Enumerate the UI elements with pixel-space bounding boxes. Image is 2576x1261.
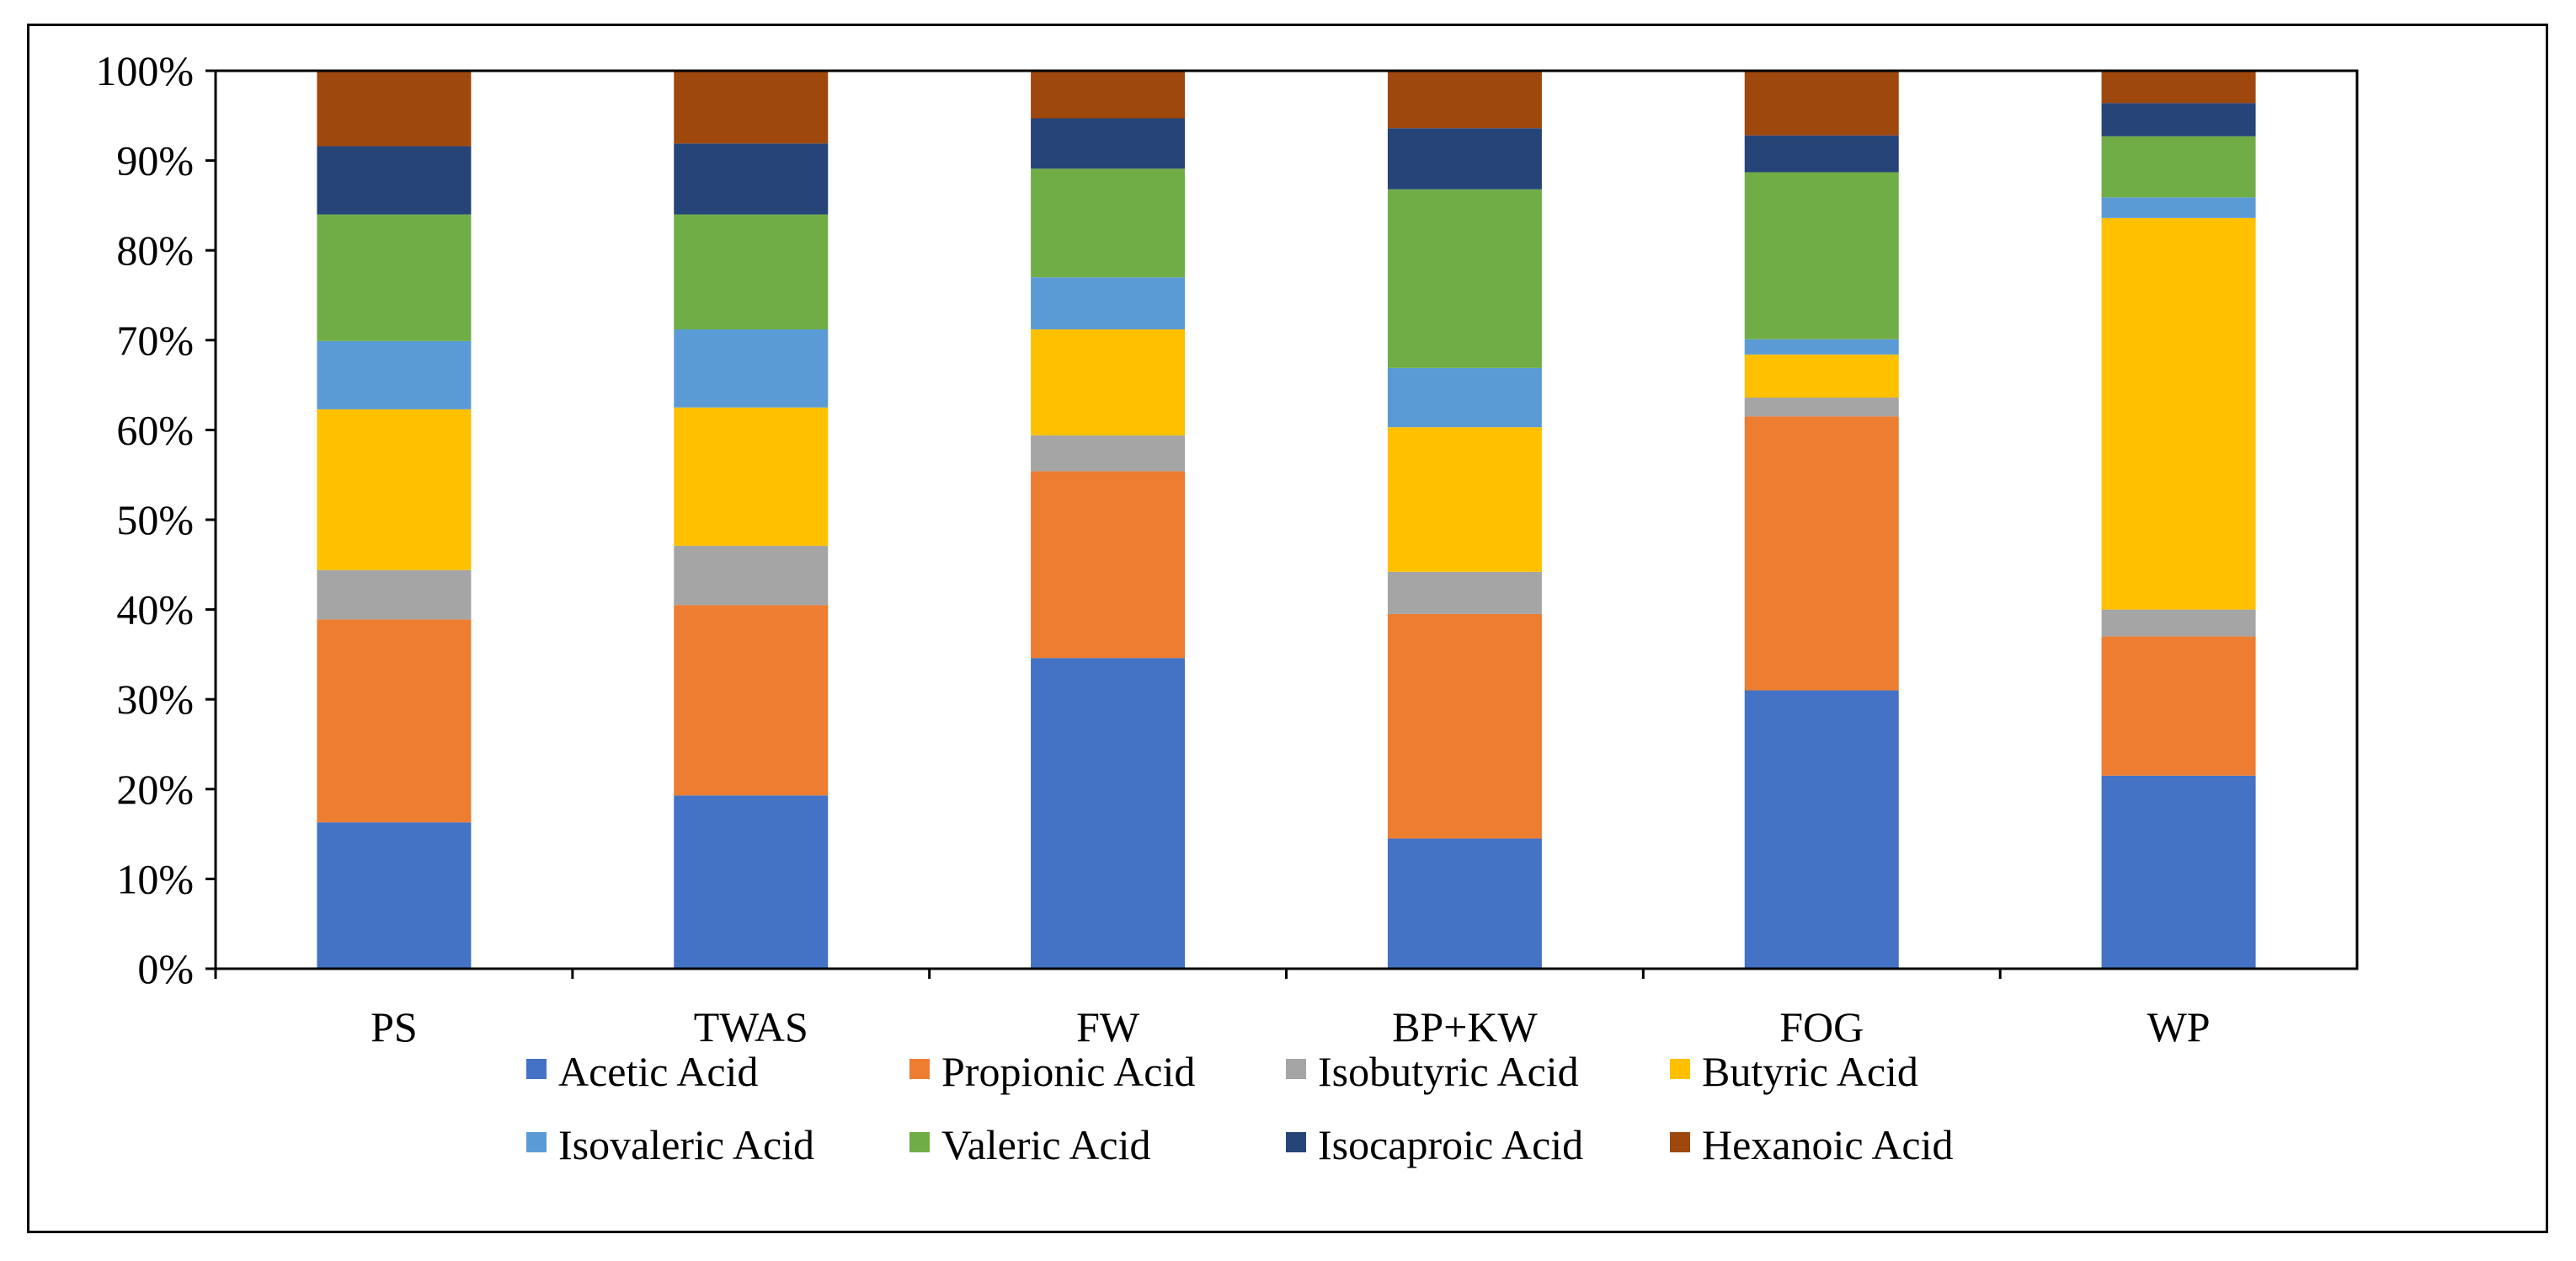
y-tick-label: 70% — [116, 317, 194, 364]
legend-swatch — [909, 1132, 930, 1152]
y-tick-label: 90% — [116, 137, 194, 184]
bar-fw-isovaleric-acid — [1031, 277, 1186, 330]
bar-fw-hexanoic-acid — [1031, 71, 1186, 119]
legend-label: Hexanoic Acid — [1702, 1121, 1954, 1168]
bar-fog-isobutyric-acid — [1744, 398, 1899, 417]
bar-ps-butyric-acid — [317, 409, 472, 570]
bar-fog-valeric-acid — [1744, 172, 1899, 339]
bar-wp-isovaleric-acid — [2101, 197, 2256, 218]
legend-item-hexanoic-acid: Hexanoic Acid — [1670, 1121, 1954, 1168]
bar-fog-isocaproic-acid — [1744, 135, 1899, 173]
bar-fog-hexanoic-acid — [1744, 71, 1899, 136]
bar-bp-kw-isovaleric-acid — [1387, 367, 1542, 428]
bar-ps-hexanoic-acid — [317, 71, 472, 147]
legend-label: Isovaleric Acid — [558, 1121, 814, 1168]
y-tick-label: 30% — [116, 676, 194, 723]
bar-wp-hexanoic-acid — [2101, 71, 2256, 104]
bar-fw-butyric-acid — [1031, 329, 1186, 435]
legend-label: Valeric Acid — [941, 1121, 1151, 1168]
legend-swatch — [1286, 1059, 1306, 1079]
bar-bp-kw-valeric-acid — [1387, 189, 1542, 368]
x-tick-label: PS — [371, 1003, 418, 1050]
bar-fw-valeric-acid — [1031, 168, 1186, 278]
legend-swatch — [526, 1132, 547, 1152]
bar-ps-valeric-acid — [317, 214, 472, 341]
bar-wp-butyric-acid — [2101, 217, 2256, 610]
bar-ps-isobutyric-acid — [317, 569, 472, 620]
x-axis-ticks: PS TWAS FW BP+KW FOG WP — [214, 969, 2211, 1050]
legend-swatch — [526, 1059, 547, 1079]
bar-fog-isovaleric-acid — [1744, 339, 1899, 355]
legend-swatch — [909, 1059, 930, 1079]
bar-wp-acetic-acid — [2101, 775, 2256, 969]
bar-wp-propionic-acid — [2101, 636, 2256, 776]
bar-twas-butyric-acid — [674, 407, 829, 546]
x-tick-label: BP+KW — [1392, 1003, 1538, 1050]
x-tick-label: TWAS — [694, 1003, 808, 1050]
x-tick-label: WP — [2147, 1003, 2211, 1050]
y-tick-label: 50% — [116, 496, 194, 543]
bar-wp-isobutyric-acid — [2101, 609, 2256, 637]
y-tick-label: 80% — [116, 227, 194, 274]
bar-twas-propionic-acid — [674, 605, 829, 796]
bar-bp-kw-isobutyric-acid — [1387, 571, 1542, 614]
bar-fog-acetic-acid — [1744, 690, 1899, 969]
x-tick-label: FW — [1076, 1003, 1140, 1050]
y-tick-label: 40% — [116, 586, 194, 633]
legend-item-isocaproic-acid: Isocaproic Acid — [1286, 1121, 1583, 1168]
bar-bp-kw-isocaproic-acid — [1387, 128, 1542, 190]
plot-area-border — [214, 69, 2359, 970]
bars — [317, 71, 2256, 969]
legend-item-butyric-acid: Butyric Acid — [1670, 1048, 1918, 1095]
stacked-bar-chart: 0% 10% 20% 30% 40% 50% 60% 70% 80% 90% 100% PS TWAS… — [95, 47, 2359, 1168]
bar-fw-isobutyric-acid — [1031, 435, 1186, 472]
legend-item-isobutyric-acid: Isobutyric Acid — [1286, 1048, 1579, 1095]
bar-fog-butyric-acid — [1744, 354, 1899, 398]
x-tick-label: FOG — [1779, 1003, 1864, 1050]
y-tick-label: 100% — [95, 47, 194, 94]
legend-label: Butyric Acid — [1702, 1048, 1918, 1095]
bar-twas-acetic-acid — [674, 795, 829, 969]
legend-label: Propionic Acid — [941, 1048, 1195, 1095]
y-tick-label: 10% — [116, 855, 194, 902]
bar-twas-isocaproic-acid — [674, 143, 829, 215]
chart-frame: 0% 10% 20% 30% 40% 50% 60% 70% 80% 90% 100% PS TWAS… — [27, 24, 2548, 1233]
bar-bp-kw-acetic-acid — [1387, 838, 1542, 969]
y-tick-label: 20% — [116, 766, 194, 813]
legend-label: Isocaproic Acid — [1318, 1121, 1583, 1168]
legend-label: Isobutyric Acid — [1318, 1048, 1579, 1095]
bar-ps-acetic-acid — [317, 822, 472, 969]
legend: Acetic Acid Propionic Acid Isobutyric Acid… — [526, 1048, 1954, 1168]
bar-fw-propionic-acid — [1031, 471, 1186, 659]
legend-swatch — [1286, 1132, 1306, 1152]
legend-swatch — [1670, 1059, 1690, 1079]
bar-twas-hexanoic-acid — [674, 71, 829, 144]
bar-fw-isocaproic-acid — [1031, 118, 1186, 169]
legend-item-acetic-acid: Acetic Acid — [526, 1048, 758, 1095]
bar-fw-acetic-acid — [1031, 658, 1186, 969]
bar-bp-kw-butyric-acid — [1387, 427, 1542, 572]
bar-ps-isovaleric-acid — [317, 340, 472, 409]
y-axis-ticks: 0% 10% 20% 30% 40% 50% 60% 70% 80% 90% 100% — [95, 47, 216, 992]
y-tick-label: 60% — [116, 406, 194, 453]
bar-ps-isocaproic-acid — [317, 146, 472, 215]
bar-bp-kw-hexanoic-acid — [1387, 71, 1542, 129]
bar-twas-isovaleric-acid — [674, 329, 829, 408]
bar-twas-isobutyric-acid — [674, 545, 829, 606]
bar-ps-propionic-acid — [317, 619, 472, 823]
bar-wp-valeric-acid — [2101, 136, 2256, 198]
legend-item-isovaleric-acid: Isovaleric Acid — [526, 1121, 814, 1168]
y-tick-label: 0% — [137, 945, 194, 992]
legend-label: Acetic Acid — [558, 1048, 758, 1095]
bar-fog-propionic-acid — [1744, 416, 1899, 691]
bar-bp-kw-propionic-acid — [1387, 613, 1542, 839]
bar-wp-isocaproic-acid — [2101, 103, 2256, 136]
legend-swatch — [1670, 1132, 1690, 1152]
bar-twas-valeric-acid — [674, 214, 829, 330]
legend-item-valeric-acid: Valeric Acid — [909, 1121, 1151, 1168]
legend-item-propionic-acid: Propionic Acid — [909, 1048, 1195, 1095]
